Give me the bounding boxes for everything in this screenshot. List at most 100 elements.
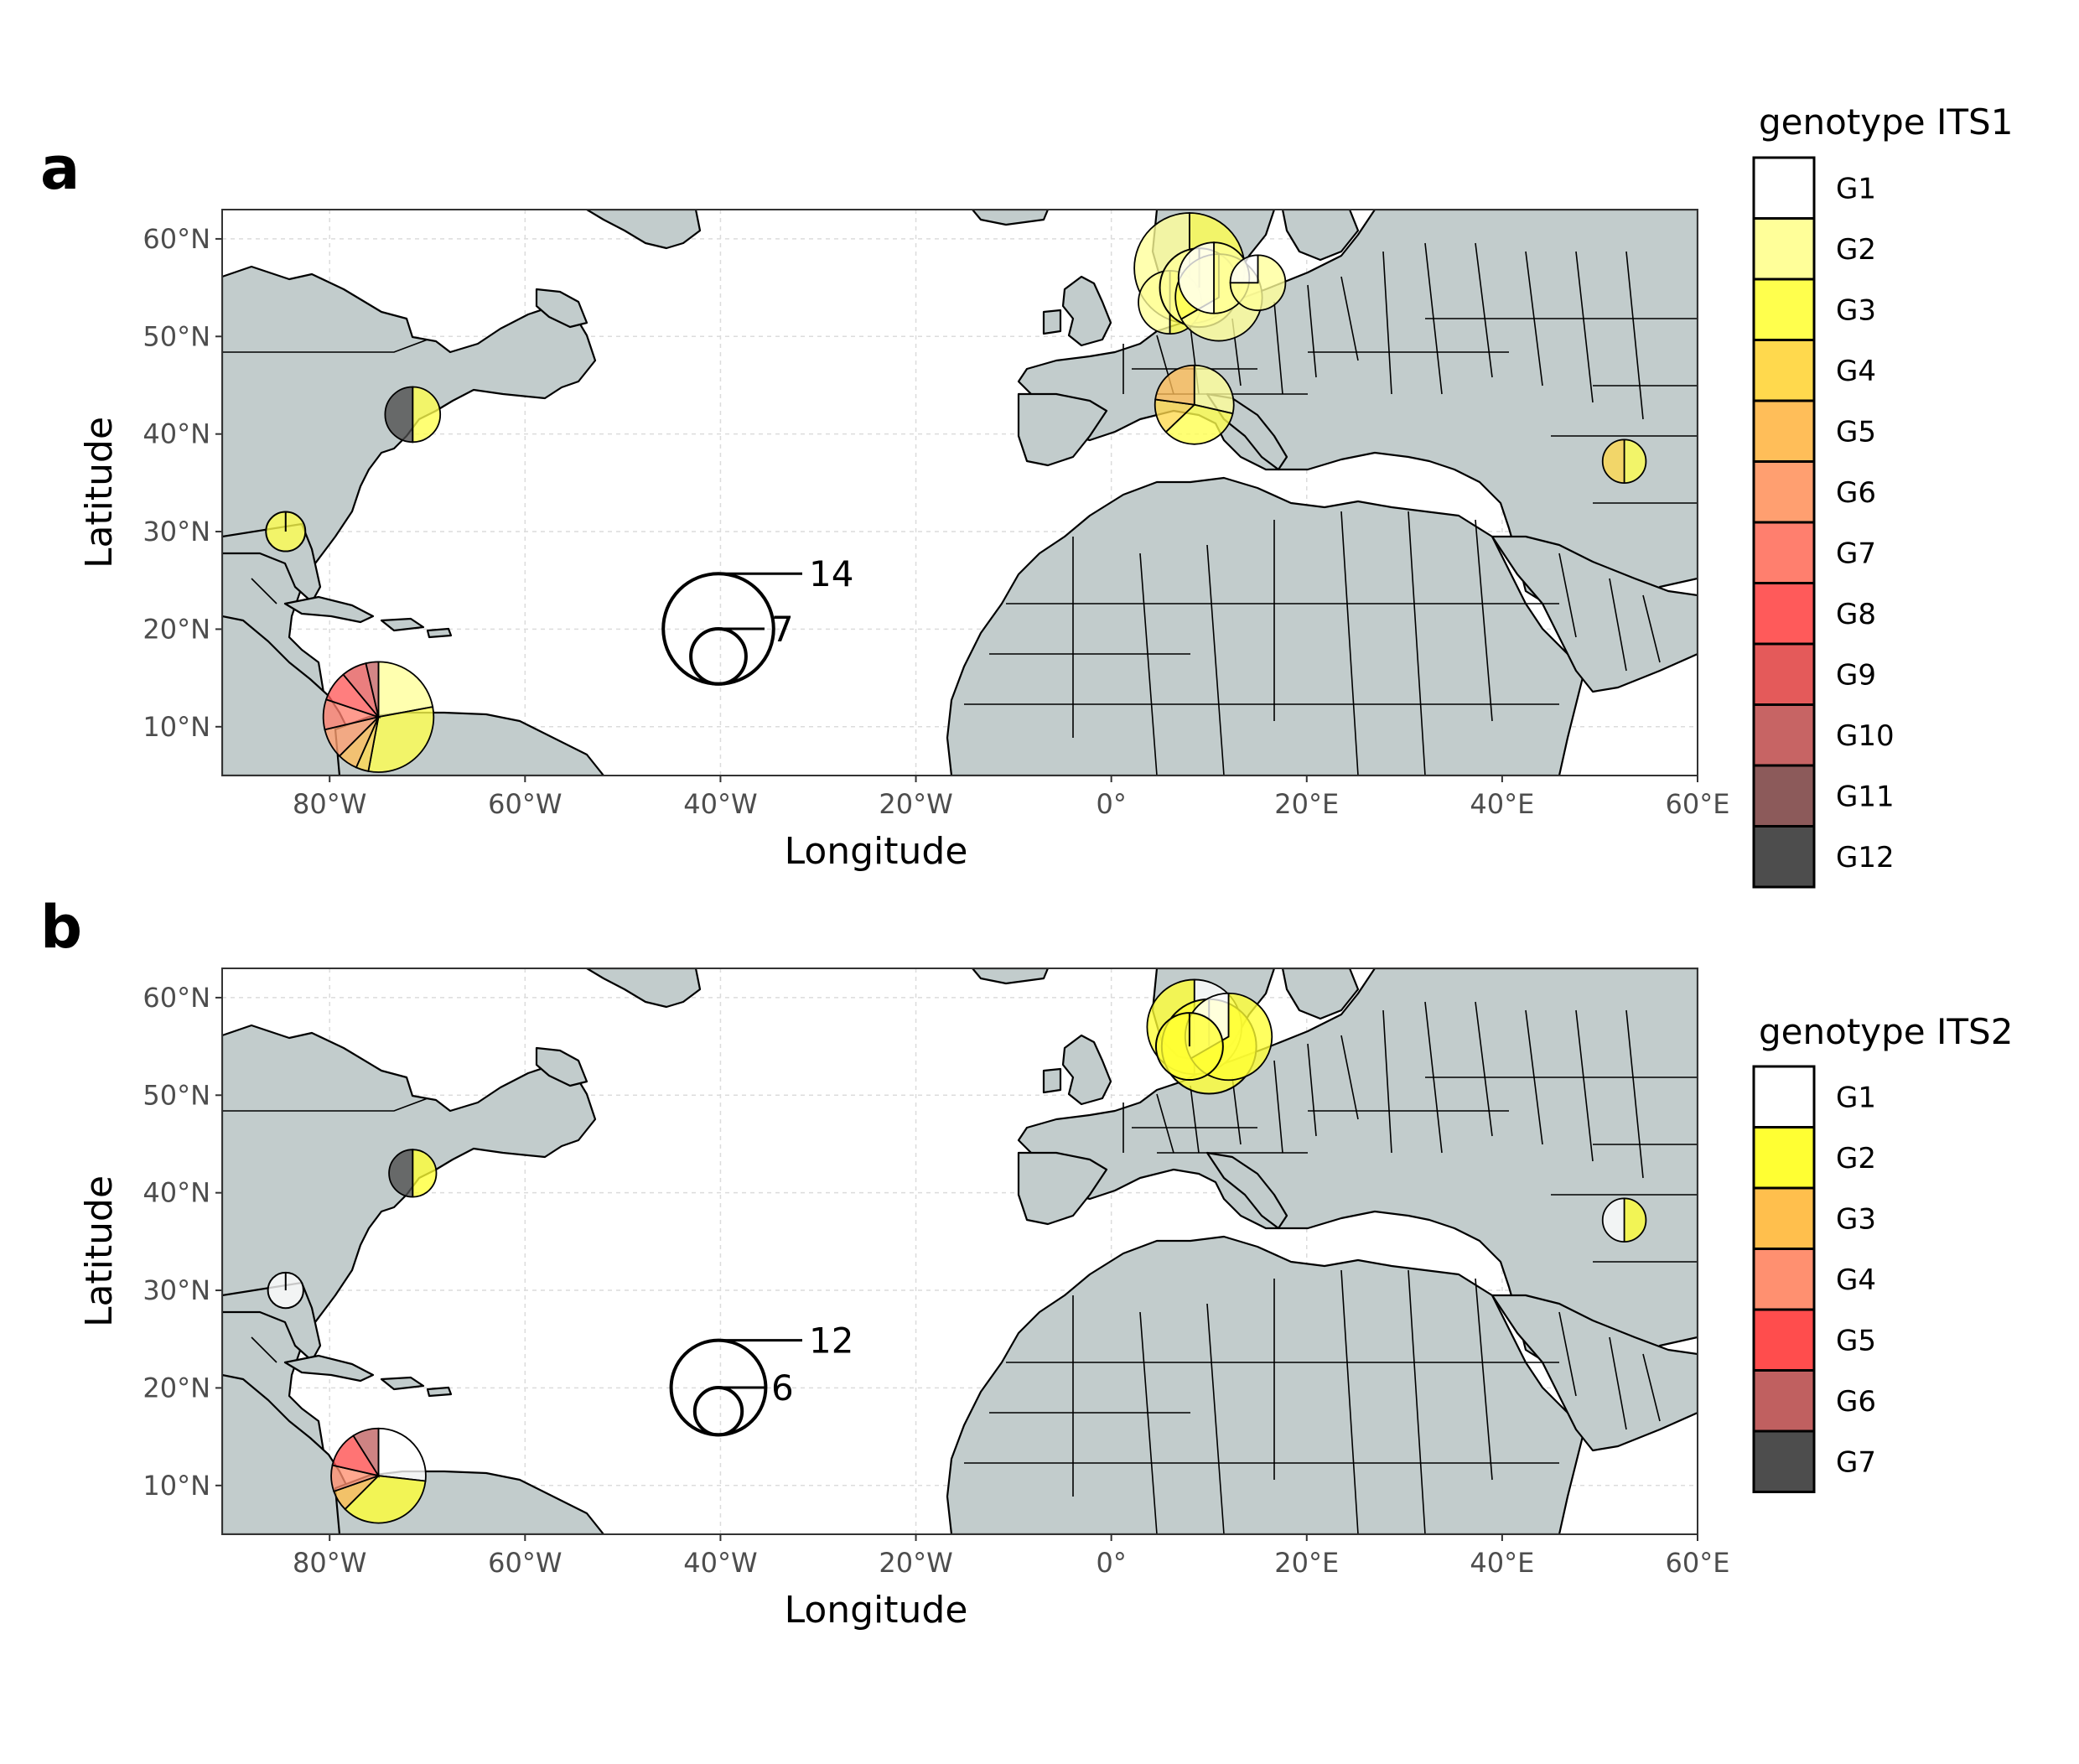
legend-label: G1 bbox=[1836, 1081, 1876, 1114]
pie-slice bbox=[1601, 1197, 1625, 1243]
pie-chart-8 bbox=[1229, 254, 1287, 312]
y-axis-title: Latitude bbox=[78, 417, 121, 568]
legend-label: G11 bbox=[1836, 780, 1895, 813]
legend-swatch bbox=[1752, 217, 1816, 281]
legend-swatch bbox=[1752, 278, 1816, 341]
pie-chart-10 bbox=[1601, 438, 1647, 485]
legend-label: G5 bbox=[1836, 1324, 1876, 1357]
panel-a: a 14 7 80°W 60°W 40°W 20°W 0° 20°E 40°E 60°E 60°N 50… bbox=[40, 101, 2013, 889]
legend-swatch bbox=[1752, 642, 1816, 706]
plot-border bbox=[221, 968, 1698, 1535]
pie-slice bbox=[412, 1149, 438, 1198]
x-tick-label: 40°W bbox=[683, 788, 757, 820]
y-axis-title: Latitude bbox=[78, 1175, 121, 1327]
legend-swatch bbox=[1752, 460, 1816, 524]
panel-letter: b bbox=[40, 893, 82, 962]
x-tick-label: 40°E bbox=[1470, 1547, 1534, 1579]
legend-title: genotype ITS1 bbox=[1759, 101, 2013, 143]
pie-slice bbox=[1177, 241, 1215, 314]
pie-slice bbox=[367, 706, 435, 773]
legend-swatch bbox=[1752, 156, 1816, 220]
panel-letter: a bbox=[40, 134, 80, 203]
y-tick-label: 60°N bbox=[143, 223, 210, 255]
pie-slice bbox=[377, 661, 434, 719]
x-tick-label: 40°E bbox=[1470, 788, 1534, 820]
axis-ticks: 80°W 60°W 40°W 20°W 0° 20°E 40°E 60°E 60°N 50°N 40… bbox=[143, 223, 1729, 820]
legend-swatch bbox=[1752, 339, 1816, 402]
legend-label: G5 bbox=[1836, 415, 1876, 449]
legend-label: G1 bbox=[1836, 172, 1876, 205]
legend-label: G2 bbox=[1836, 233, 1876, 267]
legend-swatch bbox=[1752, 399, 1816, 463]
pie-markers bbox=[267, 978, 1647, 1524]
legend-label: G7 bbox=[1836, 1445, 1876, 1479]
y-tick-label: 60°N bbox=[143, 982, 210, 1014]
plot-border bbox=[221, 209, 1698, 776]
y-tick-label: 40°N bbox=[143, 418, 210, 450]
pie-slice bbox=[1154, 364, 1195, 406]
genotype-legend: genotype ITS1 G1 G2 G3 G4 G5 G6 G7 G8 G9 G10 G11 G12 bbox=[1752, 101, 2013, 889]
pie-chart-2 bbox=[265, 511, 307, 553]
legend-swatch bbox=[1752, 582, 1816, 646]
legend-label: G6 bbox=[1836, 1385, 1876, 1419]
pie-markers bbox=[265, 212, 1647, 773]
legend-swatch bbox=[1752, 1065, 1816, 1128]
y-tick-label: 50°N bbox=[143, 1079, 210, 1111]
x-axis-title: Longitude bbox=[785, 1589, 968, 1632]
legend-label: G3 bbox=[1836, 293, 1876, 327]
pie-slice bbox=[344, 1475, 427, 1524]
legend-swatch bbox=[1752, 825, 1816, 889]
y-tick-label: 30°N bbox=[143, 516, 210, 547]
size-legend: 14 7 bbox=[661, 553, 853, 686]
pie-chart-1 bbox=[384, 386, 442, 444]
legend-label: G10 bbox=[1836, 719, 1895, 753]
pie-chart-0 bbox=[322, 661, 435, 773]
pie-slice bbox=[365, 661, 380, 718]
legend-label: G3 bbox=[1836, 1202, 1876, 1236]
legend-title: genotype ITS2 bbox=[1759, 1011, 2013, 1052]
pie-slice bbox=[412, 386, 442, 444]
x-tick-label: 20°E bbox=[1274, 1547, 1339, 1579]
pie-slice bbox=[1601, 438, 1625, 485]
legend-label: G7 bbox=[1836, 537, 1876, 570]
legend-swatch bbox=[1752, 764, 1816, 828]
x-tick-label: 60°E bbox=[1666, 788, 1730, 820]
genotype-legend: genotype ITS2 G1 G2 G3 G4 G5 G6 G7 bbox=[1752, 1011, 2013, 1493]
y-tick-label: 30°N bbox=[143, 1274, 210, 1306]
x-tick-label: 80°W bbox=[293, 788, 366, 820]
pie-chart-2 bbox=[267, 1271, 304, 1310]
x-tick-label: 20°W bbox=[879, 788, 952, 820]
y-tick-label: 40°N bbox=[143, 1177, 210, 1209]
legend-label: G9 bbox=[1836, 658, 1876, 692]
pie-chart-9 bbox=[1154, 364, 1235, 445]
legend-label: G6 bbox=[1836, 476, 1876, 510]
legend-label: G4 bbox=[1836, 1263, 1876, 1297]
x-tick-label: 20°W bbox=[879, 1547, 952, 1579]
legend-swatch bbox=[1752, 521, 1816, 584]
y-tick-label: 10°N bbox=[143, 1470, 210, 1502]
size-legend-label: 12 bbox=[809, 1320, 853, 1362]
axis-ticks: 80°W 60°W 40°W 20°W 0° 20°E 40°E 60°E 60°N 50°N 40… bbox=[143, 982, 1729, 1579]
x-tick-label: 80°W bbox=[293, 1547, 366, 1579]
panel-b: b 12 6 80°W 60°W 40°W 20°W 0° 20°E 40°E 60°E 60°N 50… bbox=[40, 893, 2013, 1632]
pie-slice bbox=[352, 1427, 380, 1479]
y-tick-label: 20°N bbox=[143, 613, 210, 645]
size-legend: 12 6 bbox=[669, 1320, 853, 1437]
panels-root: a 14 7 80°W 60°W 40°W 20°W 0° 20°E 40°E 60°E 60°N 50… bbox=[40, 101, 2013, 1632]
pie-chart-0 bbox=[330, 1427, 427, 1524]
pie-chart-7 bbox=[1601, 1197, 1647, 1243]
pie-slice bbox=[1623, 438, 1647, 485]
legend-label: G8 bbox=[1836, 598, 1876, 631]
legend-label: G4 bbox=[1836, 355, 1876, 388]
pie-slice bbox=[1193, 364, 1235, 415]
x-tick-label: 60°W bbox=[488, 1547, 562, 1579]
x-tick-label: 0° bbox=[1096, 1547, 1126, 1579]
legend-swatch bbox=[1752, 1248, 1816, 1311]
pie-slice bbox=[377, 1427, 427, 1482]
x-tick-label: 60°E bbox=[1666, 1547, 1730, 1579]
pie-slice bbox=[1229, 254, 1259, 284]
size-legend-label: 14 bbox=[809, 553, 853, 594]
legend-label: G12 bbox=[1836, 841, 1895, 874]
legend-swatch bbox=[1752, 1369, 1816, 1433]
